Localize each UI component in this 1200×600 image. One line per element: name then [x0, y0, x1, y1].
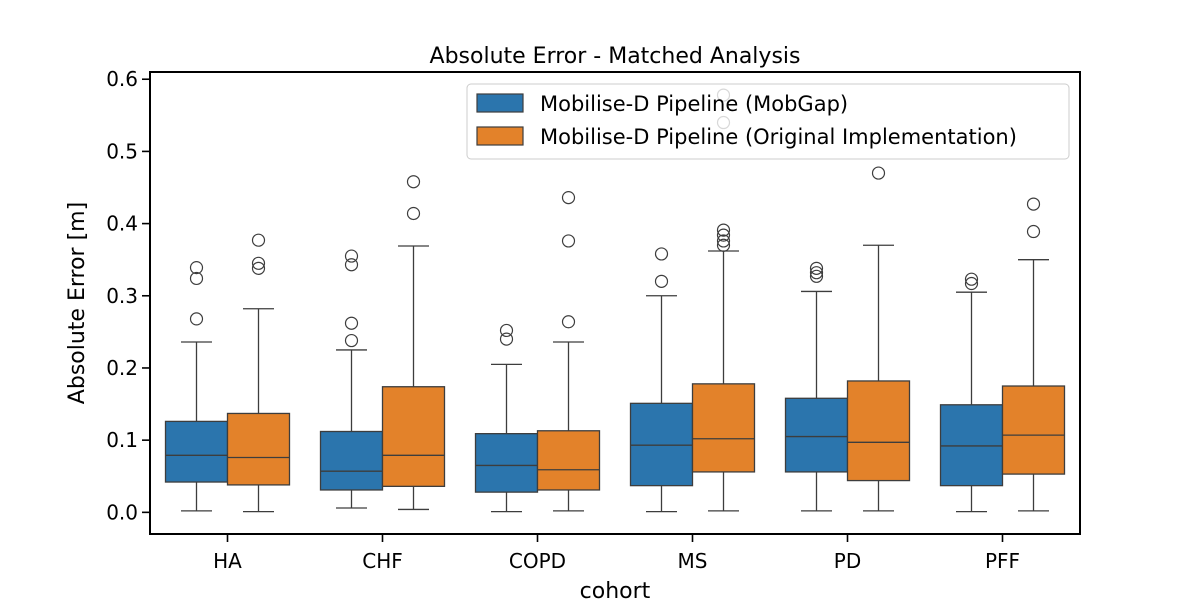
outlier-point	[716, 228, 731, 242]
outlier-point	[251, 256, 266, 270]
x-tick-label: COPD	[509, 549, 566, 573]
y-tick-label: 0.6	[106, 67, 138, 91]
iqr-box	[939, 404, 1004, 487]
outlier-point	[344, 258, 359, 272]
legend-swatch-series-2	[476, 126, 524, 146]
legend: Mobilise-D Pipeline (MobGap) Mobilise-D P…	[466, 83, 1070, 160]
outlier-point	[654, 247, 669, 261]
plot-area	[164, 88, 1066, 513]
box-pff-series-1	[939, 272, 1004, 513]
outlier-point	[809, 261, 824, 275]
y-axis-label: Absolute Error [m]	[65, 202, 90, 404]
y-tick-label: 0.3	[106, 284, 138, 308]
outlier-point	[561, 234, 576, 248]
y-tick-label: 0.2	[106, 356, 138, 380]
iqr-box	[164, 420, 229, 483]
outlier-point	[716, 223, 731, 237]
x-tick-label: PD	[834, 549, 861, 573]
plot-frame	[149, 71, 1081, 535]
y-tick-label: 0.0	[106, 500, 138, 524]
legend-frame	[466, 83, 1070, 160]
box-chf-series-1	[319, 249, 384, 509]
iqr-box	[629, 402, 694, 487]
x-tick-label: PFF	[985, 549, 1020, 573]
outlier-point	[809, 269, 824, 283]
x-axis-label: cohort	[580, 579, 651, 600]
x-axis: HA CHF COPD MS PD PFF	[213, 534, 1020, 573]
outlier-point	[344, 249, 359, 263]
outlier-point	[964, 276, 979, 291]
box-copd-series-2	[536, 191, 601, 512]
box-ms-series-1	[629, 247, 694, 513]
iqr-box	[691, 383, 756, 473]
x-tick-label: HA	[213, 549, 242, 573]
outlier-point	[809, 266, 824, 280]
iqr-box	[381, 386, 446, 488]
outlier-point	[251, 233, 266, 247]
box-ms-series-2	[691, 88, 756, 512]
outlier-point	[406, 206, 421, 221]
outlier-point	[561, 315, 576, 329]
outlier-point	[251, 261, 266, 275]
outlier-point	[499, 323, 514, 338]
outlier-point	[406, 175, 421, 189]
box-ha-series-1	[164, 261, 229, 512]
outlier-point	[716, 238, 731, 252]
box-pd-series-1	[784, 261, 849, 512]
y-tick-label: 0.4	[106, 212, 138, 236]
iqr-box	[474, 433, 539, 493]
y-tick-label: 0.1	[106, 428, 138, 452]
outlier-point	[189, 312, 204, 326]
iqr-box	[319, 430, 384, 491]
outlier-point	[344, 316, 359, 330]
y-axis: 0.0 0.1 0.2 0.3 0.4 0.5 0.6	[106, 67, 150, 524]
iqr-box	[784, 397, 849, 473]
outlier-point	[964, 272, 979, 286]
box-pff-series-2	[1001, 197, 1066, 512]
x-tick-label: CHF	[362, 549, 403, 573]
outlier-point	[189, 271, 204, 286]
y-tick-label: 0.5	[106, 139, 138, 163]
iqr-box	[846, 380, 911, 482]
outlier-point	[871, 166, 886, 180]
legend-swatch-series-1	[476, 93, 524, 113]
chart-title: Absolute Error - Matched Analysis	[430, 44, 801, 69]
iqr-box	[226, 412, 291, 486]
outlier-point	[1026, 197, 1041, 211]
outlier-point	[189, 261, 204, 275]
outlier-point	[344, 333, 359, 348]
box-ha-series-2	[226, 233, 291, 513]
legend-label-series-1: Mobilise-D Pipeline (MobGap)	[540, 92, 848, 116]
outlier-point	[499, 332, 514, 346]
outlier-point	[716, 234, 731, 248]
box-chf-series-2	[381, 175, 446, 511]
outlier-point	[654, 274, 669, 288]
box-copd-series-1	[474, 323, 539, 513]
box-pd-series-2	[846, 166, 911, 512]
x-tick-label: MS	[678, 549, 708, 573]
legend-label-series-2: Mobilise-D Pipeline (Original Implementa…	[540, 125, 1017, 149]
iqr-box	[536, 430, 601, 491]
outlier-point	[561, 191, 576, 205]
iqr-box	[1001, 385, 1066, 475]
outlier-point	[1026, 224, 1041, 239]
